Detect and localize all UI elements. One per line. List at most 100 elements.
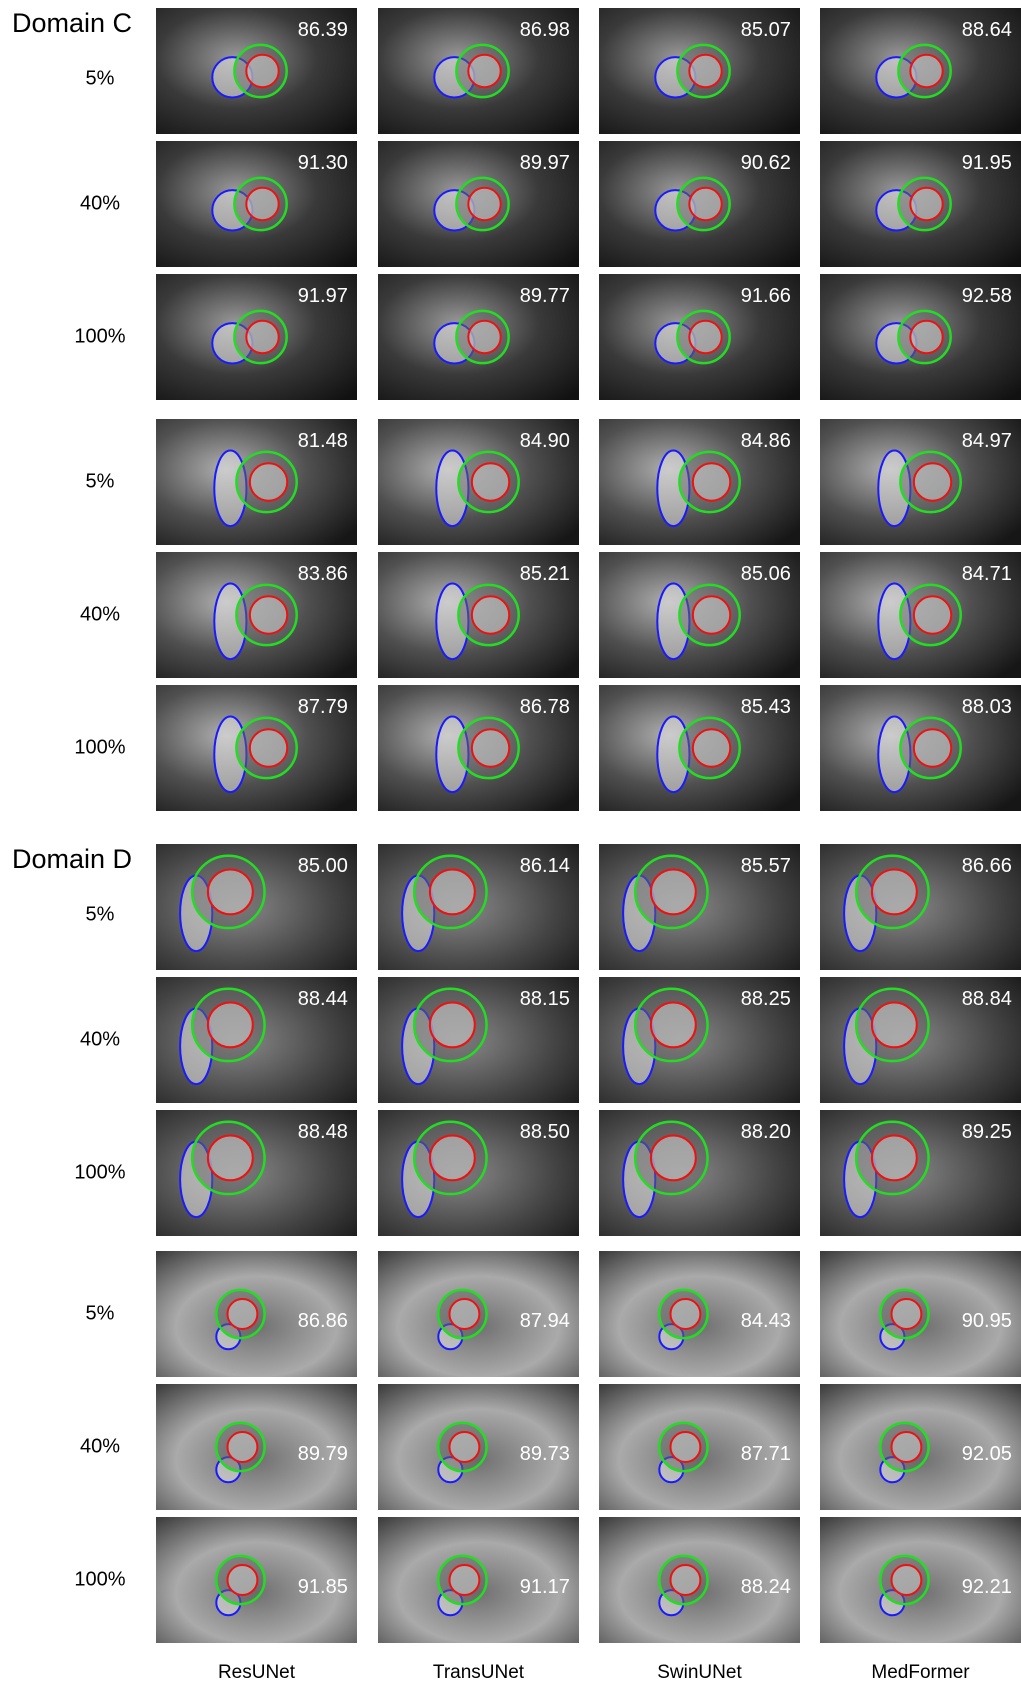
dice-score: 84.86 <box>741 430 791 452</box>
lv-contour <box>250 596 287 633</box>
lv-contour <box>689 188 721 220</box>
lv-contour <box>872 1002 917 1047</box>
lv-contour <box>472 729 509 766</box>
dice-score: 86.39 <box>298 19 348 41</box>
dice-score: 85.00 <box>298 855 348 877</box>
dice-score: 89.97 <box>520 152 570 174</box>
dice-score: 86.98 <box>520 19 570 41</box>
page: {"columns": ["ResUNet", "TransUNet", "Sw… <box>0 0 1021 1687</box>
image-panel: 84.97 <box>820 419 1021 545</box>
image-panel: 90.95 <box>820 1251 1021 1377</box>
dice-score: 88.24 <box>741 1576 791 1598</box>
image-panel: 92.58 <box>820 274 1021 400</box>
dice-score: 89.79 <box>298 1443 348 1465</box>
dice-score: 85.07 <box>741 19 791 41</box>
image-panel: 88.84 <box>820 977 1021 1103</box>
image-panel: 88.24 <box>599 1517 800 1643</box>
lv-contour <box>670 1432 700 1462</box>
dice-score: 88.25 <box>741 988 791 1010</box>
dice-score: 88.20 <box>741 1121 791 1143</box>
image-panel: 88.44 <box>156 977 357 1103</box>
dice-score: 87.71 <box>741 1443 791 1465</box>
image-panel: 91.17 <box>378 1517 579 1643</box>
lv-contour <box>872 869 917 914</box>
lv-contour <box>689 55 721 87</box>
lv-contour <box>246 188 278 220</box>
dice-score: 92.05 <box>962 1443 1012 1465</box>
dice-score: 88.44 <box>298 988 348 1010</box>
lv-contour <box>651 1135 696 1180</box>
dice-score: 88.50 <box>520 1121 570 1143</box>
lv-contour <box>670 1565 700 1595</box>
image-panel: 85.43 <box>599 685 800 811</box>
lv-contour <box>227 1432 257 1462</box>
image-panel: 86.86 <box>156 1251 357 1377</box>
image-panel: 85.00 <box>156 844 357 970</box>
image-panel: 91.97 <box>156 274 357 400</box>
lv-contour <box>246 321 278 353</box>
image-panel: 91.66 <box>599 274 800 400</box>
image-panel: 88.48 <box>156 1110 357 1236</box>
lv-contour <box>891 1432 921 1462</box>
lv-contour <box>914 463 951 500</box>
lv-contour <box>208 869 253 914</box>
lv-contour <box>693 463 730 500</box>
figure: Domain C5%86.3986.9885.0788.6440%91.3089… <box>0 0 1021 1687</box>
lv-contour <box>250 729 287 766</box>
lv-contour <box>689 321 721 353</box>
dice-score: 83.86 <box>298 563 348 585</box>
image-panel: 86.78 <box>378 685 579 811</box>
column-label: MedFormer <box>871 1662 970 1683</box>
dice-score: 85.43 <box>741 696 791 718</box>
domain-label: Domain D <box>12 844 132 874</box>
row-label: 100% <box>74 325 125 347</box>
lv-contour <box>208 1135 253 1180</box>
lv-contour <box>227 1565 257 1595</box>
dice-score: 91.95 <box>962 152 1012 174</box>
image-panel: 91.95 <box>820 141 1021 267</box>
lv-contour <box>872 1135 917 1180</box>
dice-score: 86.78 <box>520 696 570 718</box>
image-panel: 92.21 <box>820 1517 1021 1643</box>
row-label: 40% <box>80 1435 120 1457</box>
dice-score: 88.15 <box>520 988 570 1010</box>
dice-score: 91.17 <box>520 1576 570 1598</box>
image-panel: 91.85 <box>156 1517 357 1643</box>
image-panel: 88.64 <box>820 8 1021 134</box>
image-panel: 89.97 <box>378 141 579 267</box>
lv-contour <box>449 1432 479 1462</box>
dice-score: 87.94 <box>520 1310 570 1332</box>
row-label: 5% <box>86 903 115 925</box>
image-panel: 85.07 <box>599 8 800 134</box>
lv-contour <box>693 729 730 766</box>
row-label: 5% <box>86 470 115 492</box>
image-panel: 89.77 <box>378 274 579 400</box>
dice-score: 89.25 <box>962 1121 1012 1143</box>
lv-contour <box>449 1299 479 1329</box>
row-label: 40% <box>80 1028 120 1050</box>
column-label: ResUNet <box>218 1662 296 1683</box>
dice-score: 92.58 <box>962 285 1012 307</box>
image-panel: 84.90 <box>378 419 579 545</box>
image-panel: 88.03 <box>820 685 1021 811</box>
lv-contour <box>891 1565 921 1595</box>
dice-score: 85.57 <box>741 855 791 877</box>
lv-contour <box>430 1135 475 1180</box>
dice-score: 88.64 <box>962 19 1012 41</box>
lv-contour <box>430 1002 475 1047</box>
dice-score: 85.21 <box>520 563 570 585</box>
lv-contour <box>910 188 942 220</box>
row-label: 40% <box>80 603 120 625</box>
dice-score: 86.66 <box>962 855 1012 877</box>
image-panel: 85.57 <box>599 844 800 970</box>
image-panel: 91.30 <box>156 141 357 267</box>
row-label: 5% <box>86 67 115 89</box>
dice-score: 90.62 <box>741 152 791 174</box>
image-panel: 87.94 <box>378 1251 579 1377</box>
image-panel: 83.86 <box>156 552 357 678</box>
dice-score: 91.66 <box>741 285 791 307</box>
lv-contour <box>693 596 730 633</box>
column-label: SwinUNet <box>657 1662 742 1683</box>
image-panel: 86.39 <box>156 8 357 134</box>
lv-contour <box>910 321 942 353</box>
